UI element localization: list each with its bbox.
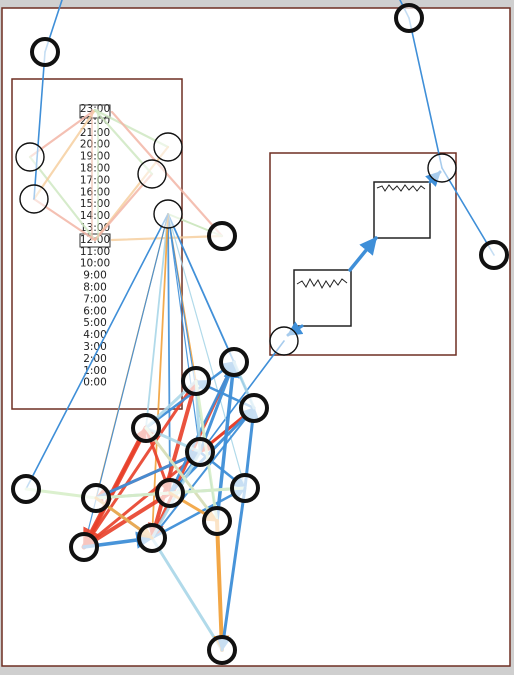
graph-node — [202, 506, 232, 536]
graph-node — [181, 366, 211, 396]
graph-node — [30, 37, 60, 67]
sparkline-lower — [296, 277, 348, 290]
edge — [150, 486, 247, 540]
edge — [441, 167, 495, 256]
edge — [167, 213, 171, 494]
graph-node — [207, 221, 237, 251]
hour-label: 7:00 — [83, 293, 107, 305]
edge — [144, 426, 219, 523]
graph-node — [207, 635, 237, 665]
graph-node — [137, 159, 167, 189]
edge — [82, 426, 148, 549]
hour-label: 19:00 — [80, 151, 110, 163]
edge — [213, 519, 230, 652]
graph-node — [19, 184, 49, 214]
timeline-link — [32, 108, 97, 201]
timeline-link — [110, 110, 224, 238]
sparkline-box-upper — [373, 181, 431, 239]
hour-label: 3:00 — [83, 341, 107, 353]
hour-label: 6:00 — [83, 305, 107, 317]
hour-label: 16:00 — [80, 186, 110, 198]
edge — [167, 213, 201, 453]
graph-node — [230, 473, 260, 503]
hour-label: 4:00 — [83, 329, 107, 341]
hour-label: 2:00 — [83, 353, 107, 365]
graph-node — [131, 413, 161, 443]
edge — [94, 450, 202, 500]
sparkline-upper — [376, 184, 426, 192]
edge — [145, 213, 169, 429]
timeline-marker-mid — [79, 233, 111, 248]
graph-node — [137, 523, 167, 553]
node-layer — [11, 3, 509, 665]
hour-label: 14:00 — [80, 210, 110, 222]
hour-label: 20:00 — [80, 139, 110, 151]
graph-node — [15, 142, 45, 172]
graph-node — [155, 478, 185, 508]
edge — [148, 379, 198, 540]
graph-node — [185, 437, 215, 467]
graph-node — [69, 532, 99, 562]
graph-node — [479, 240, 509, 270]
detail-flow — [348, 236, 378, 272]
graph-node — [427, 153, 457, 183]
hour-label: 17:00 — [80, 174, 110, 186]
graph-node — [153, 199, 183, 229]
edge — [167, 213, 246, 489]
hour-label: 8:00 — [83, 282, 107, 294]
hour-label: 10:00 — [80, 258, 110, 270]
graph-node — [269, 326, 299, 356]
hour-label: 9:00 — [83, 270, 107, 282]
graph-node — [239, 393, 269, 423]
sparkline-box-lower — [293, 269, 352, 327]
timeline-link — [28, 155, 97, 242]
graph-node — [219, 347, 249, 377]
hour-label: 18:00 — [80, 163, 110, 175]
hour-labels: 23:0022:0021:0020:0019:0018:0017:0016:00… — [80, 103, 110, 389]
graph-node — [81, 483, 111, 513]
edge — [151, 407, 255, 539]
edge — [215, 360, 242, 523]
hour-label: 11:00 — [80, 246, 110, 258]
edge — [151, 213, 169, 539]
hour-label: 21:00 — [80, 127, 110, 139]
hour-label: 15:00 — [80, 198, 110, 210]
edge — [144, 360, 236, 430]
graph-node — [394, 3, 424, 33]
graph-node — [153, 132, 183, 162]
edge — [33, 51, 46, 200]
edge — [408, 17, 443, 169]
timeline-marker-top — [79, 104, 111, 119]
edge — [150, 536, 224, 652]
hour-label: 0:00 — [83, 377, 107, 389]
edge — [25, 213, 169, 490]
edge — [82, 379, 198, 549]
edge — [216, 486, 247, 652]
hour-label: 5:00 — [83, 317, 107, 329]
graph-node — [11, 474, 41, 504]
